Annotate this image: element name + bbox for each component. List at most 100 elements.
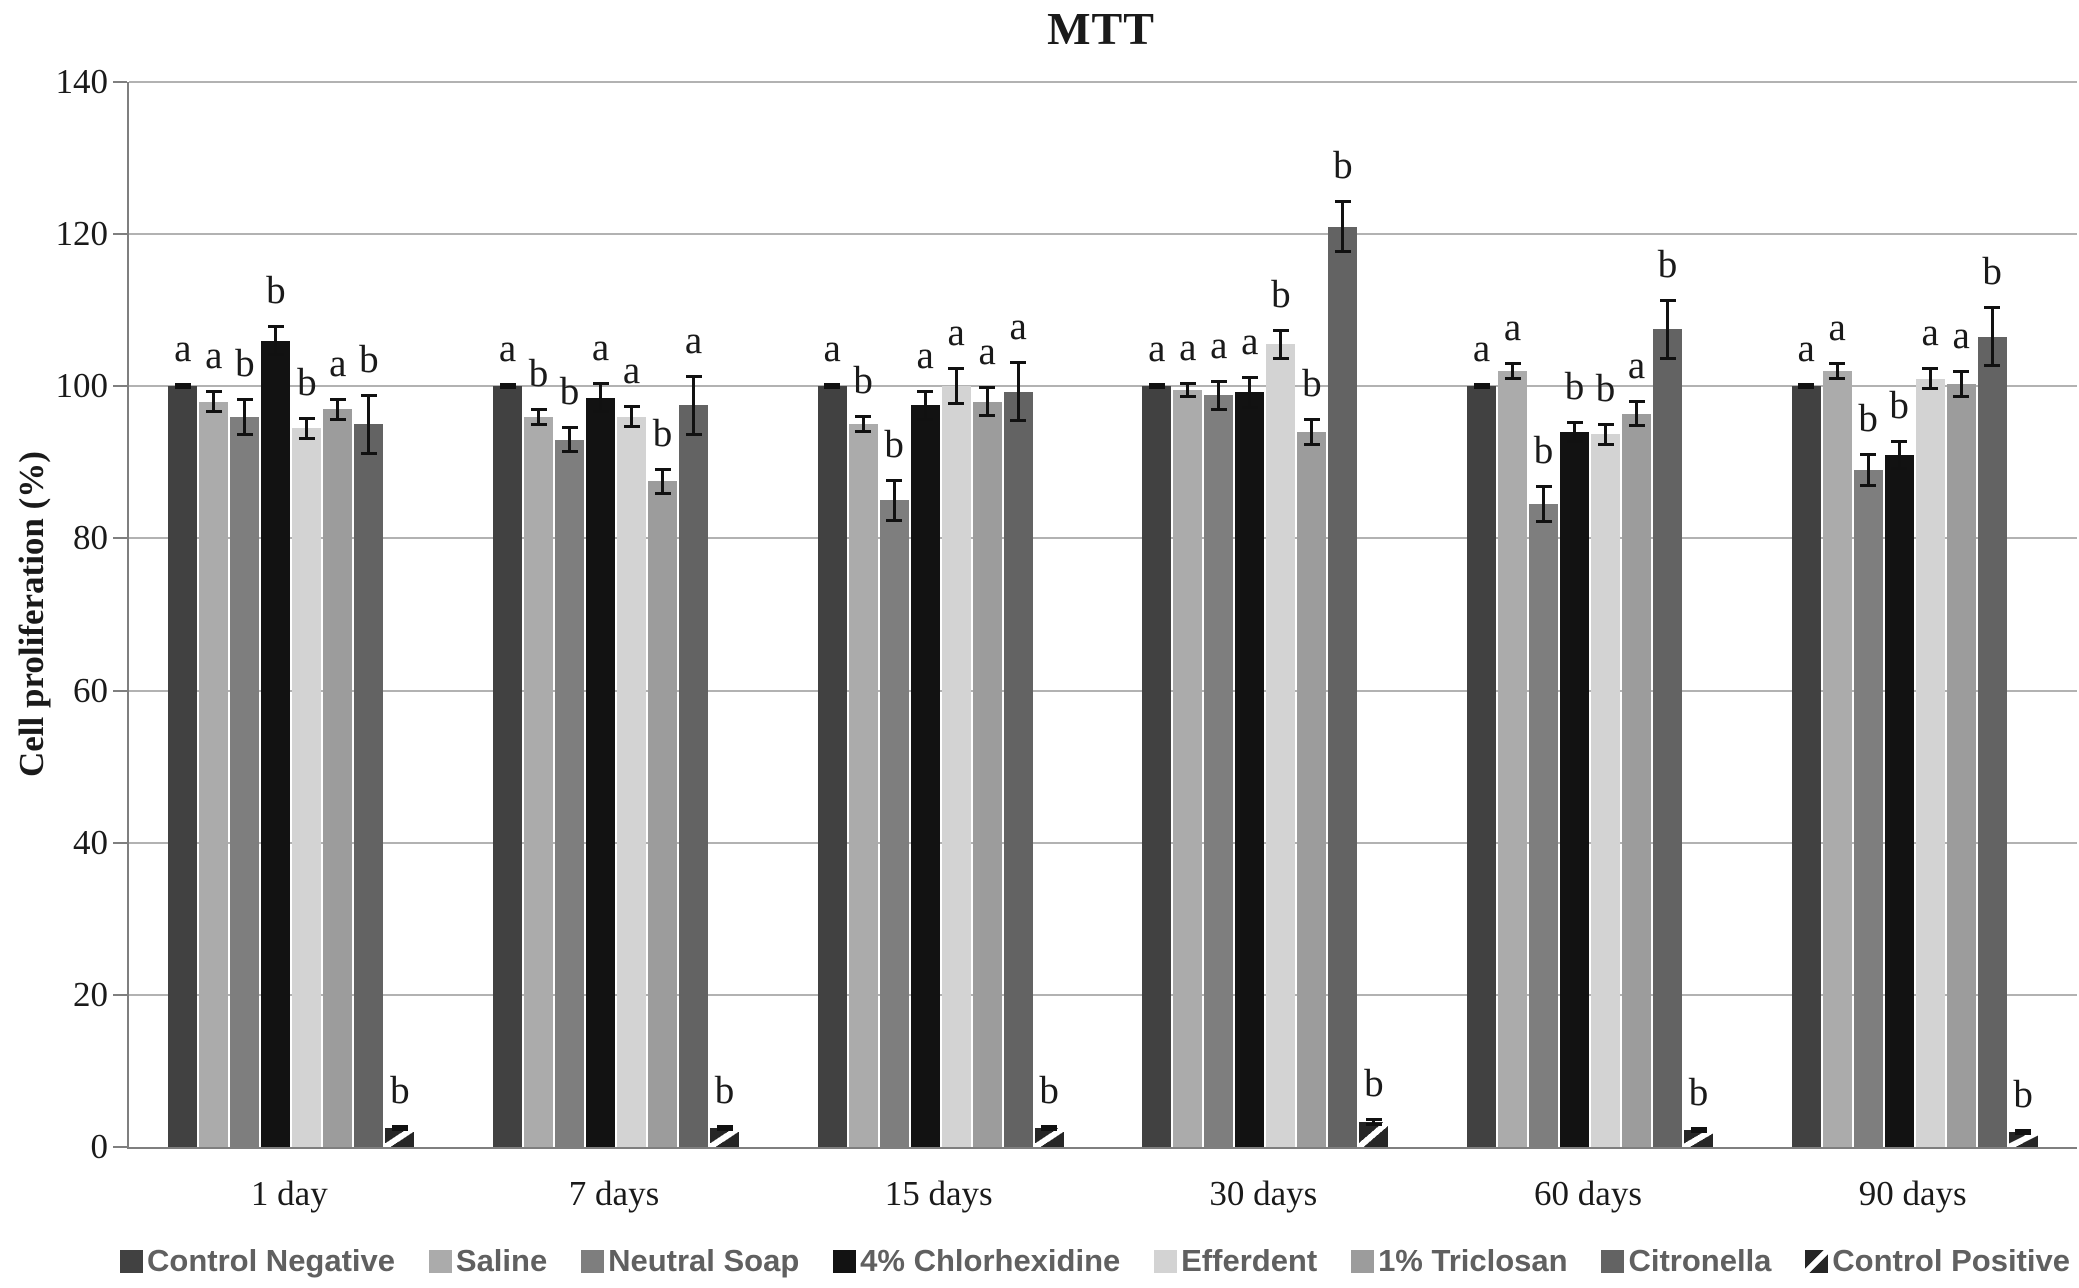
significance-letter: b — [297, 360, 317, 404]
gridline-60 — [129, 689, 2077, 692]
error-bar — [1041, 1124, 1058, 1132]
bar-1-triclosan-7-days — [648, 481, 677, 1147]
bar-1-triclosan-15-days — [972, 401, 1002, 1147]
bar-citronella-30-days — [1328, 226, 1358, 1147]
legend-swatch — [428, 1249, 452, 1273]
error-bar — [1535, 485, 1552, 524]
legend-label: Neutral Soap — [608, 1243, 800, 1278]
significance-letter: b — [884, 423, 904, 467]
error-bar — [561, 425, 578, 454]
significance-letter: a — [1828, 305, 1846, 349]
bar-neutral-soap-90-days — [1853, 469, 1883, 1147]
significance-letter: b — [1364, 1062, 1384, 1106]
bar-4-chlorhexidine-1-day — [261, 340, 291, 1147]
bar-citronella-90-days — [1977, 336, 2007, 1147]
legend-swatch — [1601, 1249, 1625, 1273]
error-bar — [1241, 375, 1258, 410]
bar-control-positive-60-days — [1684, 1130, 1713, 1147]
error-bar — [886, 479, 903, 522]
legend-label: Control Negative — [147, 1243, 396, 1278]
bar-efferdent-7-days — [617, 416, 646, 1147]
significance-letter: a — [1952, 314, 1970, 358]
error-bar — [824, 383, 841, 390]
y-ticklabel-100: 100 — [55, 366, 109, 406]
y-tickmark-80 — [113, 537, 127, 540]
error-bar — [1922, 367, 1939, 391]
error-bar — [1148, 383, 1165, 390]
error-bar — [623, 405, 640, 429]
significance-letter: b — [1982, 250, 2002, 294]
significance-letter: a — [329, 341, 347, 385]
significance-letter: a — [622, 349, 641, 393]
bar-control-negative-7-days — [493, 386, 522, 1147]
error-bar — [236, 397, 253, 436]
bar-neutral-soap-15-days — [879, 500, 909, 1147]
significance-letter: a — [1179, 326, 1197, 370]
x-category-label-30-days: 30 days — [1209, 1174, 1318, 1213]
bar-1-triclosan-30-days — [1297, 431, 1327, 1147]
y-ticklabel-120: 120 — [55, 214, 109, 254]
y-tickmark-120 — [113, 233, 127, 236]
legend: Control Negative Saline Neutral Soap 4% Chl… — [120, 1243, 2070, 1279]
legend-item-4-chlorhexidine: 4% Chlorhexidine — [833, 1243, 1120, 1279]
legend-item-control-negative: Control Negative — [120, 1243, 395, 1279]
x-category-label-15-days: 15 days — [884, 1174, 993, 1213]
y-tickmark-40 — [113, 841, 127, 844]
y-tickmark-0 — [113, 1146, 127, 1148]
legend-swatch — [1805, 1249, 1829, 1273]
legend-swatch — [120, 1249, 143, 1273]
error-bar — [1473, 383, 1490, 390]
bar-control-positive-1-day — [385, 1127, 415, 1147]
y-tickmark-20 — [113, 993, 127, 996]
significance-letter: a — [1210, 324, 1228, 368]
y-tickmark-140 — [113, 81, 127, 83]
gridline-20 — [129, 993, 2077, 996]
significance-letter: b — [652, 411, 673, 455]
significance-letter: b — [390, 1068, 410, 1112]
legend-swatch — [1351, 1249, 1375, 1273]
bar-4-chlorhexidine-15-days — [910, 405, 940, 1147]
bar-efferdent-15-days — [941, 386, 971, 1147]
error-bar — [1659, 298, 1676, 360]
legend-item-neutral-soap: Neutral Soap — [581, 1243, 799, 1279]
gridline-120 — [129, 233, 2077, 236]
significance-letter: b — [1271, 273, 1291, 317]
bar-1-triclosan-90-days — [1946, 384, 1976, 1147]
bar-citronella-15-days — [1003, 391, 1033, 1147]
bar-control-negative-90-days — [1791, 386, 1821, 1147]
error-bar — [1628, 399, 1645, 428]
significance-letter: a — [1503, 305, 1522, 349]
significance-letter: b — [853, 359, 873, 403]
y-tickmark-100 — [113, 385, 127, 388]
error-bar — [917, 390, 934, 421]
error-bar — [1891, 439, 1908, 470]
bar-control-negative-60-days — [1467, 386, 1496, 1147]
legend-item-citronella: Citronella — [1601, 1243, 1771, 1279]
bar-4-chlorhexidine-30-days — [1235, 392, 1265, 1147]
significance-letter: a — [916, 334, 934, 378]
gridline-80 — [129, 537, 2077, 540]
significance-letter: b — [559, 369, 580, 413]
bar-control-positive-7-days — [710, 1127, 739, 1147]
significance-letter: b — [528, 351, 549, 395]
bar-efferdent-1-day — [292, 428, 322, 1147]
y-ticklabel-0: 0 — [90, 1127, 109, 1166]
legend-label: 4% Chlorhexidine — [860, 1243, 1121, 1278]
significance-letter: a — [498, 327, 517, 371]
error-bar — [1179, 382, 1196, 398]
y-ticklabel-20: 20 — [73, 974, 108, 1014]
error-bar — [1303, 418, 1320, 446]
error-bar — [1829, 361, 1846, 381]
error-bar — [1984, 306, 2001, 368]
bar-citronella-1-day — [354, 424, 384, 1147]
significance-letter: b — [1688, 1071, 1709, 1115]
error-bar — [2015, 1128, 2032, 1135]
legend-swatch — [1154, 1249, 1178, 1273]
bar-4-chlorhexidine-7-days — [586, 397, 615, 1147]
significance-letter: a — [1797, 327, 1815, 371]
error-bar — [530, 407, 547, 426]
legend-label: Control Positive — [1832, 1243, 2070, 1278]
bar-efferdent-30-days — [1266, 344, 1296, 1147]
gridline-40 — [129, 841, 2077, 844]
